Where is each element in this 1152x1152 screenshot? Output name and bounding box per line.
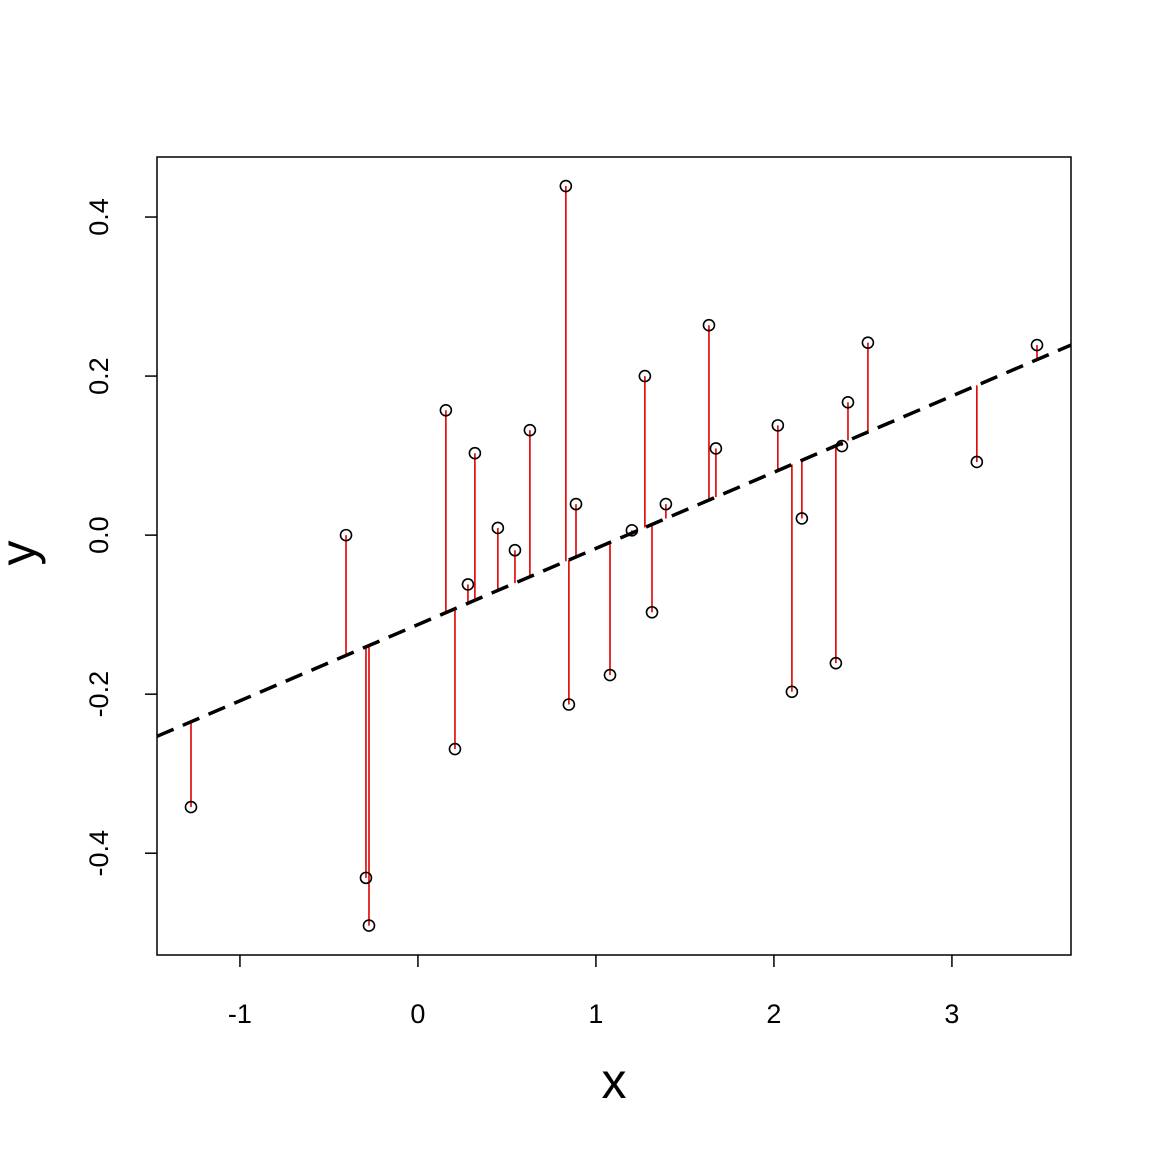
point [702, 318, 716, 332]
point [491, 521, 505, 535]
point [523, 423, 537, 437]
point [559, 179, 573, 193]
x-tick-label: -1 [228, 999, 252, 1029]
point [841, 396, 855, 409]
point [339, 528, 353, 542]
point [645, 605, 659, 619]
y-tick-label: 0.4 [84, 198, 114, 236]
point [359, 871, 373, 885]
point [771, 419, 785, 432]
y-tick-label: -0.4 [84, 830, 114, 877]
point [439, 403, 453, 417]
x-tick-label: 3 [944, 999, 959, 1029]
point [468, 446, 482, 460]
point [362, 919, 376, 932]
point [829, 656, 843, 670]
point [625, 524, 639, 537]
x-tick-label: 1 [588, 999, 603, 1029]
y-axis-title: y [0, 541, 46, 566]
point [461, 578, 475, 591]
point [569, 497, 583, 511]
point [835, 439, 849, 453]
point [184, 800, 198, 814]
point [638, 369, 652, 383]
y-tick-label: 0.0 [84, 516, 114, 554]
point [508, 543, 522, 557]
x-tick-label: 2 [766, 999, 781, 1029]
point [785, 685, 799, 699]
point [603, 668, 617, 682]
point [1030, 338, 1044, 352]
point [709, 442, 723, 455]
point [562, 698, 576, 711]
y-tick-label: -0.2 [84, 671, 114, 718]
point [970, 455, 984, 469]
point [861, 336, 875, 349]
y-tick-label: 0.2 [84, 357, 114, 395]
x-axis-title: x [602, 1053, 627, 1109]
point [448, 742, 462, 756]
point [659, 497, 673, 511]
x-tick-label: 0 [410, 999, 425, 1029]
plot-box [156, 156, 1072, 956]
point [795, 512, 809, 525]
fit-line [156, 343, 1072, 738]
